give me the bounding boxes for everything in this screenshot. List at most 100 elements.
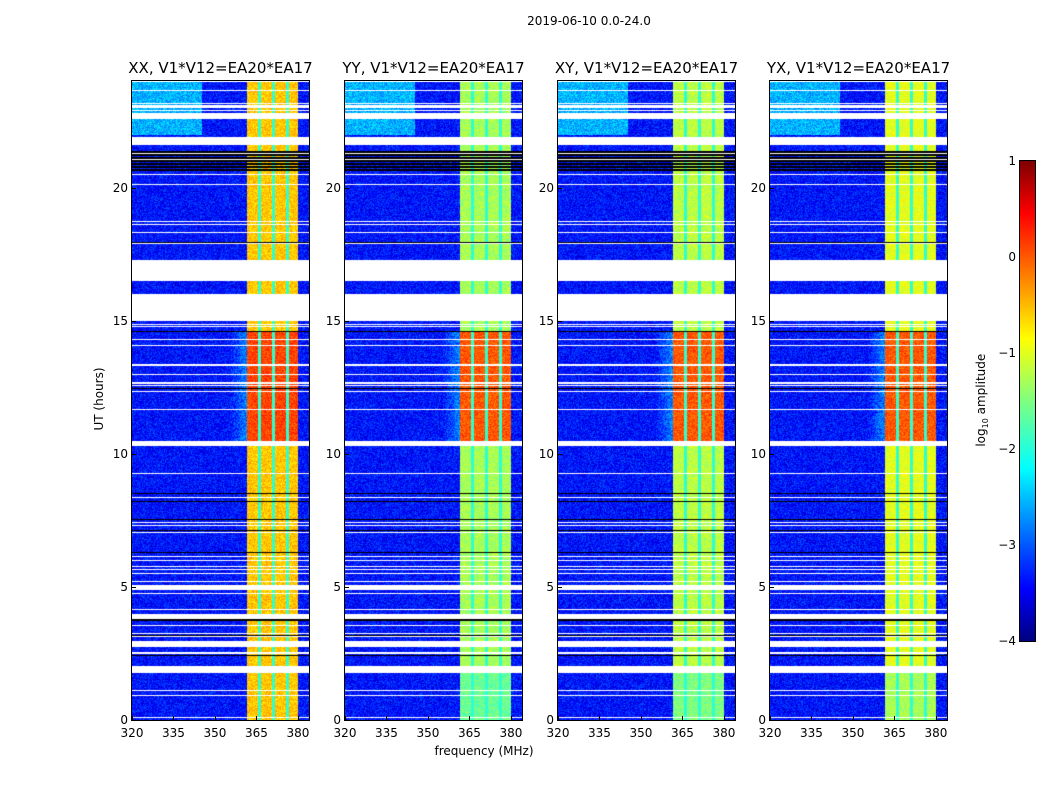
x-tick-label: 380 [924,726,948,740]
x-tick-mark [682,716,684,720]
x-tick-label: 380 [286,726,310,740]
x-tick-label: 320 [333,726,357,740]
y-axis-label: UT (hours) [92,367,106,431]
colorbar-tick-label: −4 [998,634,1016,648]
x-tick-label: 350 [629,726,653,740]
x-axis-label: frequency (MHz) [434,744,534,758]
y-tick-label: 20 [538,180,554,195]
colorbar-tick-label: −2 [998,442,1016,456]
y-tick-mark [132,720,136,721]
x-tick-mark [894,716,896,720]
y-tick-mark [770,187,774,189]
x-tick-mark [852,716,854,720]
y-tick-label: 0 [758,713,766,727]
x-tick-mark [427,716,429,720]
y-tick-mark [770,320,774,322]
colorbar: 1 0 −1 −2 −3 −4 [998,154,1036,648]
x-tick-mark [510,716,512,720]
y-tick-label: 20 [750,180,766,195]
panel-title: YX, V1*V12=EA20*EA17 [766,59,951,77]
colorbar-tick-label: 1 [1008,154,1016,168]
x-tick-label: 365 [883,726,906,740]
y-tick-label: 10 [112,446,128,461]
panel-title: YY, V1*V12=EA20*EA17 [342,59,525,77]
y-tick-label: 15 [538,313,554,328]
y-tick-mark [345,187,349,189]
colorbar-tick-label: −1 [998,346,1016,360]
y-tick-label: 10 [538,446,554,461]
x-tick-mark [214,716,216,720]
x-tick-mark [297,716,299,720]
x-tick-label: 320 [758,726,782,740]
x-tick-mark [599,716,601,720]
x-tick-mark [935,716,937,720]
x-tick-label: 350 [203,726,227,740]
x-tick-mark [558,716,559,720]
x-tick-mark [640,716,642,720]
x-tick-label: 335 [375,726,398,740]
y-tick-label: 5 [333,579,341,594]
x-tick-label: 380 [712,726,736,740]
y-tick-mark [132,586,136,588]
colorbar-tick-label: −3 [998,538,1016,552]
x-tick-label: 380 [499,726,523,740]
y-tick-mark [558,320,562,322]
y-tick-label: 10 [325,446,341,461]
y-tick-label: 5 [758,579,766,594]
y-tick-mark [345,453,349,455]
x-tick-mark [770,716,771,720]
y-tick-mark [132,320,136,322]
y-tick-label: 15 [112,313,128,328]
y-tick-mark [770,720,774,721]
heatmap-cells [345,81,522,720]
x-tick-label: 335 [800,726,823,740]
y-tick-mark [132,187,136,189]
spectrogram-panel-1: YY, V1*V12=EA20*EA17 0 5 10 15 20 320 335 350 365… [326,59,525,740]
heatmap-cells [558,81,735,720]
figure-title: 2019-06-10 0.0-24.0 [527,14,651,28]
spectrogram-panel-3: YX, V1*V12=EA20*EA17 0 5 10 15 20 320 335 350 365… [751,59,950,740]
y-tick-mark [558,720,562,721]
x-tick-mark [723,716,725,720]
x-tick-mark [469,716,471,720]
heatmap-cells [132,81,309,720]
x-tick-label: 365 [458,726,481,740]
y-tick-mark [770,586,774,588]
panel-title: XY, V1*V12=EA20*EA17 [554,59,739,77]
x-tick-mark [256,716,258,720]
y-tick-mark [558,187,562,189]
x-tick-label: 350 [416,726,440,740]
y-tick-label: 15 [750,313,766,328]
y-tick-mark [345,320,349,322]
x-tick-mark [386,716,388,720]
x-tick-mark [345,716,346,720]
y-tick-label: 0 [333,713,341,727]
y-tick-mark [345,586,349,588]
x-tick-label: 320 [120,726,144,740]
x-tick-mark [173,716,175,720]
spectrogram-panel-2: XY, V1*V12=EA20*EA17 0 5 10 15 20 320 335 350 365… [539,59,738,740]
y-tick-mark [770,453,774,455]
y-tick-label: 0 [120,713,128,727]
y-tick-label: 5 [546,579,554,594]
x-tick-label: 365 [671,726,694,740]
spectrogram-panel-0: XX, V1*V12=EA20*EA17 0 5 10 15 20 320 335 350 365… [113,59,313,740]
x-tick-label: 335 [588,726,611,740]
y-tick-label: 15 [325,313,341,328]
x-tick-label: 365 [245,726,268,740]
y-tick-mark [558,453,562,455]
y-tick-mark [558,586,562,588]
colorbar-label: log10 amplitude [973,353,991,447]
x-tick-mark [811,716,813,720]
panel-title: XX, V1*V12=EA20*EA17 [128,59,313,77]
x-tick-label: 335 [162,726,185,740]
x-tick-label: 320 [546,726,570,740]
y-tick-label: 5 [120,579,128,594]
colorbar-tick-label: 0 [1008,250,1016,264]
y-tick-label: 10 [750,446,766,461]
x-tick-label: 350 [841,726,865,740]
x-tick-mark [132,716,133,720]
y-tick-label: 0 [546,713,554,727]
heatmap-cells [770,81,947,720]
